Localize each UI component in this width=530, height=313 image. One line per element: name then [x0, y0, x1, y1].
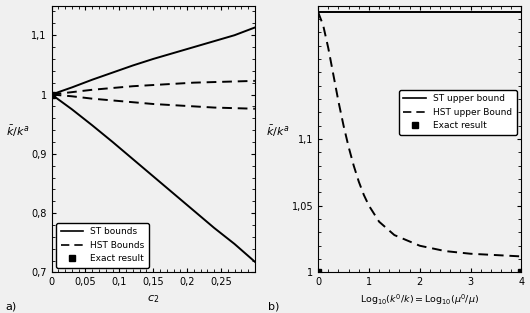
Text: a): a): [5, 302, 16, 312]
X-axis label: $c_2$: $c_2$: [147, 293, 160, 305]
Legend: ST bounds, HST Bounds, Exact result: ST bounds, HST Bounds, Exact result: [56, 223, 149, 268]
Y-axis label: $\bar{k}/k^a$: $\bar{k}/k^a$: [266, 124, 289, 139]
Text: b): b): [268, 302, 279, 312]
X-axis label: $\mathrm{Log}_{10}(k^0/k)=\mathrm{Log}_{10}(\mu^0/\mu)$: $\mathrm{Log}_{10}(k^0/k)=\mathrm{Log}_{…: [360, 293, 479, 307]
Y-axis label: $\bar{k}/k^a$: $\bar{k}/k^a$: [5, 124, 29, 139]
Legend: ST upper bound, HST upper Bound, Exact result: ST upper bound, HST upper Bound, Exact r…: [399, 90, 517, 135]
